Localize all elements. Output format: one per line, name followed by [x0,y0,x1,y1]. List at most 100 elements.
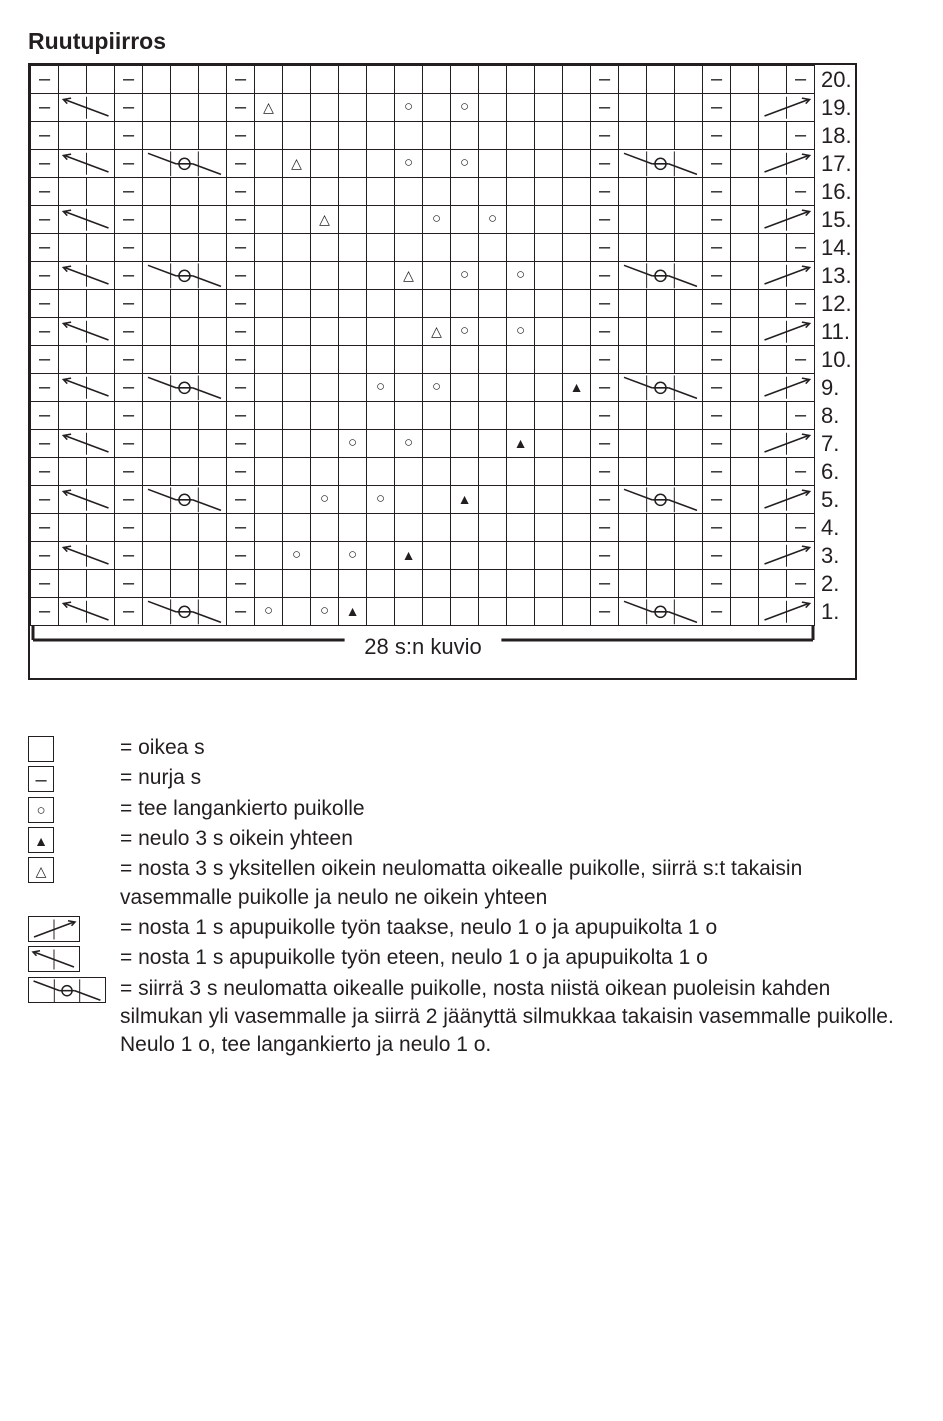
chart-cell [367,318,395,346]
chart-cell [339,542,367,570]
chart-cell [367,430,395,458]
chart-cell [339,234,367,262]
chart-cell [59,66,87,94]
chart-cell [367,234,395,262]
chart-cell [199,318,227,346]
row-number: 16. [815,178,855,206]
chart-cell [255,122,283,150]
chart-cell [395,458,423,486]
chart-cell [451,402,479,430]
chart-cell [535,94,563,122]
chart-cell [563,262,591,290]
chart-cell [87,178,115,206]
chart-cell [311,66,339,94]
chart-cell [87,514,115,542]
chart-cell [591,542,619,570]
chart-cell [31,402,59,430]
chart-cell [647,178,675,206]
chart-cell [731,402,759,430]
chart-cell [647,122,675,150]
chart-cell [143,262,227,290]
chart-cell [535,262,563,290]
chart-cell [423,66,451,94]
chart-cell [703,262,731,290]
chart-cell [675,514,703,542]
chart-cell [199,94,227,122]
chart-cell [563,402,591,430]
chart-cell [31,150,59,178]
chart-cell [479,458,507,486]
chart-cell [171,178,199,206]
chart-cell [339,514,367,542]
chart-cell [507,318,535,346]
chart-cell [507,542,535,570]
legend-symbol [28,736,54,762]
chart-cell [703,458,731,486]
chart-cell [311,94,339,122]
chart-cell [367,374,395,402]
chart-cell [367,178,395,206]
chart-cell [227,262,255,290]
chart-cell [227,486,255,514]
chart-cell [227,346,255,374]
chart-cell [731,94,759,122]
chart-cell [731,374,759,402]
chart-cell [395,66,423,94]
chart-cell [591,262,619,290]
chart-cell [283,402,311,430]
chart-cell [535,150,563,178]
chart-cell [31,290,59,318]
chart-cell [703,178,731,206]
chart-cell [311,430,339,458]
chart-cell [227,206,255,234]
chart-cell [31,598,59,626]
chart-cell [171,290,199,318]
chart-cell [703,234,731,262]
row-number: 2. [815,570,855,598]
chart-cell [703,318,731,346]
chart-cell [283,430,311,458]
chart-cell [395,178,423,206]
chart-cell [535,542,563,570]
chart-cell [171,514,199,542]
chart-cell [535,318,563,346]
chart-cell [787,122,815,150]
chart-cell [703,514,731,542]
chart-cell [199,346,227,374]
chart-cell [59,486,115,514]
chart-cell [759,598,815,626]
chart-cell [255,430,283,458]
chart-cell [59,318,115,346]
chart-cell [339,94,367,122]
chart-cell [367,66,395,94]
chart-cell [395,514,423,542]
chart-cell [535,178,563,206]
legend-row: = nosta 1 s apupuikolle työn eteen, neul… [28,944,915,972]
knitting-chart: 20. 19.18. 17.16. 1 [30,65,855,678]
chart-cell [507,598,535,626]
row-number: 6. [815,458,855,486]
chart-cell [339,150,367,178]
chart-cell [423,94,451,122]
chart-cell [591,150,619,178]
row-number: 7. [815,430,855,458]
row-number: 11. [815,318,855,346]
chart-cell [507,206,535,234]
chart-cell [759,262,815,290]
chart-cell [143,430,171,458]
chart-cell [283,178,311,206]
chart-cell [367,542,395,570]
chart-cell [731,206,759,234]
chart-cell [339,486,367,514]
chart-cell [227,514,255,542]
chart-cell [31,66,59,94]
chart-cell [143,290,171,318]
chart-cell [283,598,311,626]
chart-cell [479,402,507,430]
chart-cell [59,430,115,458]
chart-cell [199,206,227,234]
chart-cell [311,486,339,514]
chart-cell [143,206,171,234]
chart-cell [647,234,675,262]
chart-cell [171,402,199,430]
